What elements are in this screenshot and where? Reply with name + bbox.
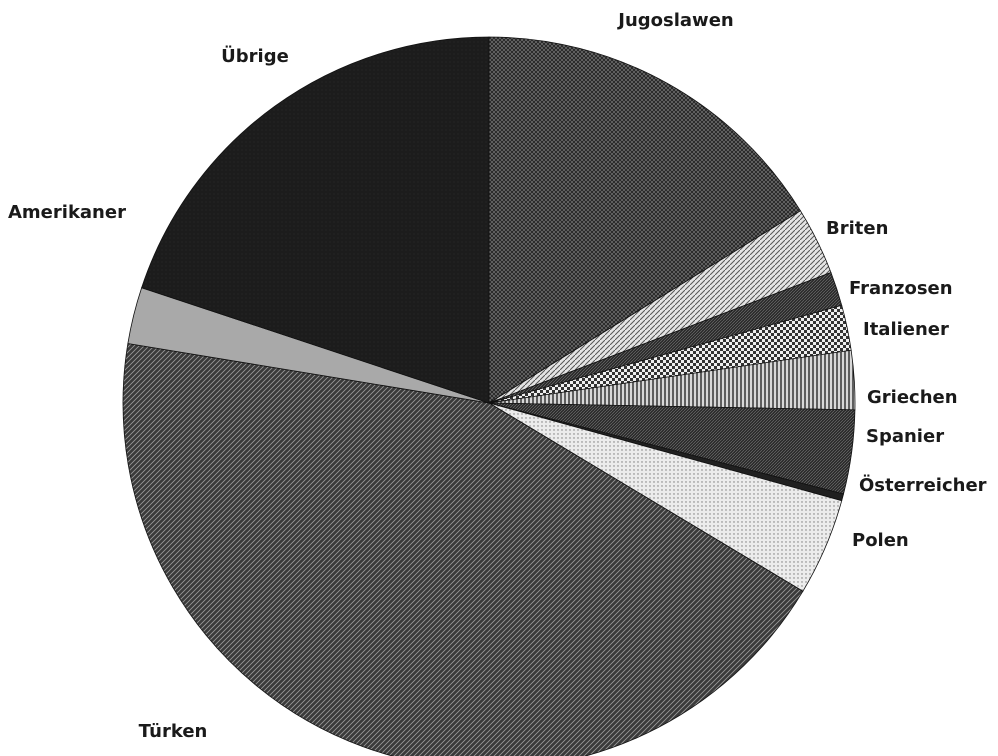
pie-labels: Jugoslawen Briten Franzosen Italiener Griech… (8, 10, 987, 742)
slice-label: Griechen (867, 387, 958, 408)
slice-label: Übrige (221, 45, 289, 67)
pie-slice-übrige (141, 36, 490, 404)
slice-label: Franzosen (849, 278, 953, 299)
slice-label: Polen (852, 530, 909, 551)
slice-label: Türken (139, 721, 208, 742)
slice-label: Jugoslawen (616, 10, 733, 31)
slice-label: Amerikaner (8, 202, 126, 223)
pie-slice-jugoslawen (488, 36, 802, 404)
slice-label: Italiener (863, 319, 949, 340)
pie-slice-türken (122, 343, 804, 756)
pie-slices (122, 36, 856, 756)
slice-label: Spanier (866, 426, 944, 447)
slice-label: Österreicher (859, 474, 987, 496)
slice-label: Briten (826, 218, 888, 239)
